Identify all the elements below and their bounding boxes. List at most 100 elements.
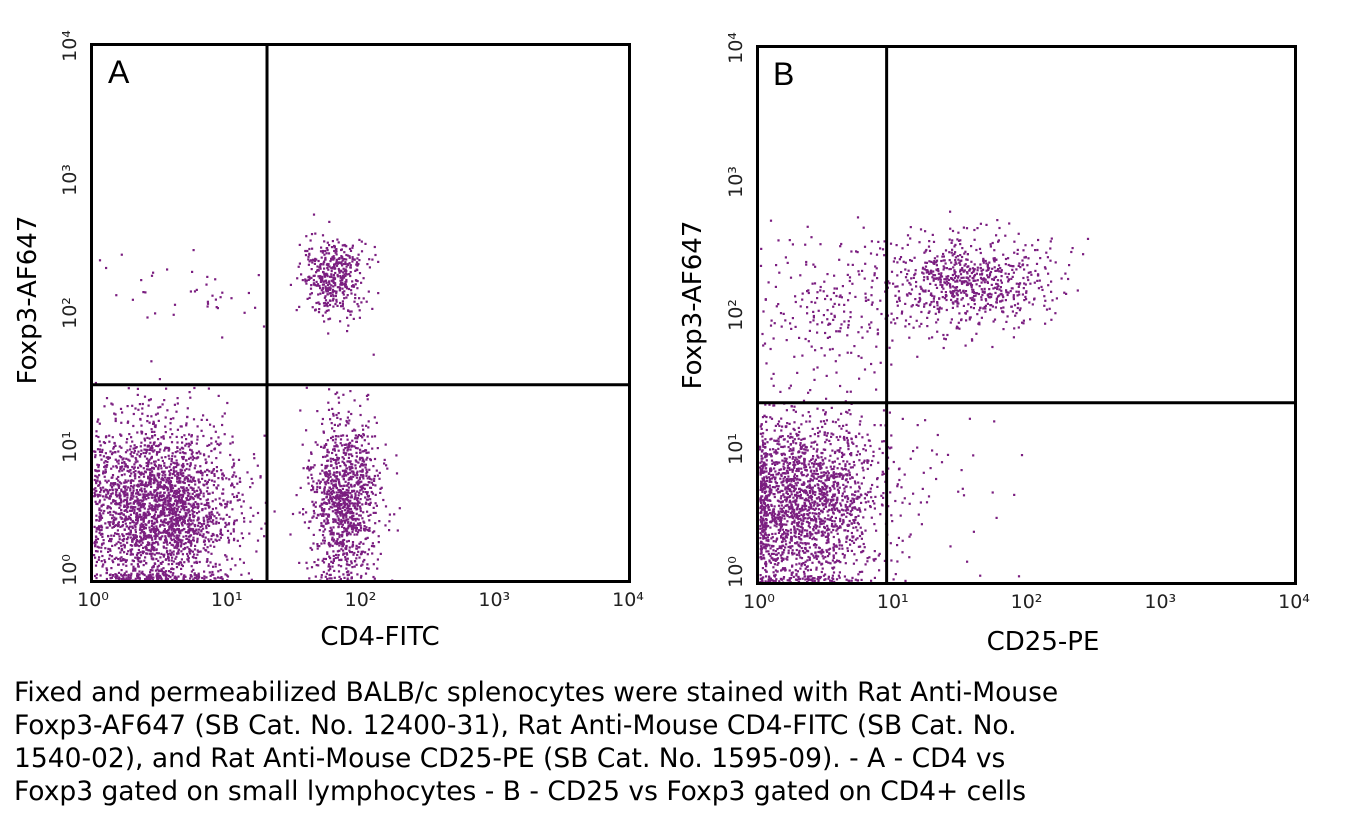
event-point — [839, 520, 841, 522]
event-point — [345, 452, 347, 454]
event-point — [803, 502, 805, 504]
event-point — [332, 439, 334, 441]
event-point — [130, 485, 132, 487]
event-point — [806, 475, 808, 477]
event-point — [371, 491, 373, 493]
event-point — [131, 405, 133, 407]
event-point — [118, 521, 120, 523]
event-point — [324, 481, 326, 483]
event-point — [96, 479, 98, 481]
event-point — [94, 469, 96, 471]
event-point — [95, 482, 97, 484]
event-point — [189, 514, 191, 516]
event-point — [333, 257, 335, 259]
event-point — [119, 538, 121, 540]
event-point — [169, 474, 171, 476]
event-point — [132, 566, 134, 568]
event-point — [356, 499, 358, 501]
event-point — [312, 542, 314, 544]
event-point — [342, 291, 344, 293]
event-point — [331, 498, 333, 500]
event-point — [359, 478, 361, 480]
event-point — [352, 529, 354, 531]
event-point — [156, 573, 158, 575]
event-point — [157, 482, 159, 484]
event-point — [126, 496, 128, 498]
event-point — [851, 532, 853, 534]
event-point — [193, 511, 195, 513]
event-point — [157, 406, 159, 408]
event-point — [361, 564, 363, 566]
event-point — [121, 462, 123, 464]
event-point — [343, 577, 345, 579]
event-point — [131, 563, 133, 565]
event-point — [334, 450, 336, 452]
event-point — [105, 267, 107, 269]
event-point — [764, 446, 766, 448]
event-point — [362, 460, 364, 462]
event-point — [354, 464, 356, 466]
event-point — [108, 540, 110, 542]
event-point — [760, 502, 762, 504]
event-point — [349, 546, 351, 548]
event-point — [162, 474, 164, 476]
event-point — [376, 422, 378, 424]
event-point — [95, 490, 97, 492]
event-point — [326, 263, 328, 265]
event-point — [336, 487, 338, 489]
event-point — [178, 506, 180, 508]
event-point — [105, 436, 107, 438]
event-point — [218, 539, 220, 541]
event-point — [307, 258, 309, 260]
event-point — [356, 564, 358, 566]
event-point — [361, 470, 363, 472]
event-point — [120, 545, 122, 547]
event-point — [191, 449, 193, 451]
event-point — [856, 454, 858, 456]
event-point — [230, 533, 232, 535]
event-point — [350, 292, 352, 294]
event-point — [174, 304, 176, 306]
event-point — [373, 478, 375, 480]
event-point — [371, 308, 373, 310]
event-point — [120, 447, 122, 449]
event-point — [358, 543, 360, 545]
event-point — [356, 257, 358, 259]
event-point — [178, 530, 180, 532]
event-point — [337, 538, 339, 540]
plot-a-y-label: Foxp3-AF647 — [13, 216, 43, 385]
event-point — [343, 273, 345, 275]
event-point — [112, 575, 114, 577]
event-point — [346, 435, 348, 437]
event-point — [233, 528, 235, 530]
event-point — [146, 437, 148, 439]
event-point — [128, 516, 130, 518]
event-point — [164, 521, 166, 523]
event-point — [205, 527, 207, 529]
event-point — [168, 455, 170, 457]
event-point — [194, 524, 196, 526]
event-point — [328, 388, 330, 390]
event-point — [218, 444, 220, 446]
event-point — [131, 479, 133, 481]
event-point — [116, 543, 118, 545]
event-point — [339, 489, 341, 491]
event-point — [804, 452, 806, 454]
event-point — [327, 332, 329, 334]
event-point — [191, 271, 193, 273]
event-point — [322, 291, 324, 293]
event-point — [202, 414, 204, 416]
event-point — [129, 448, 131, 450]
event-point — [149, 571, 151, 573]
event-point — [340, 438, 342, 440]
event-point — [329, 292, 331, 294]
event-point — [775, 550, 777, 552]
event-point — [130, 514, 132, 516]
event-point — [171, 490, 173, 492]
event-point — [133, 510, 135, 512]
event-point — [347, 325, 349, 327]
event-point — [95, 430, 97, 432]
event-point — [144, 455, 146, 457]
event-point — [192, 497, 194, 499]
event-point — [309, 278, 311, 280]
